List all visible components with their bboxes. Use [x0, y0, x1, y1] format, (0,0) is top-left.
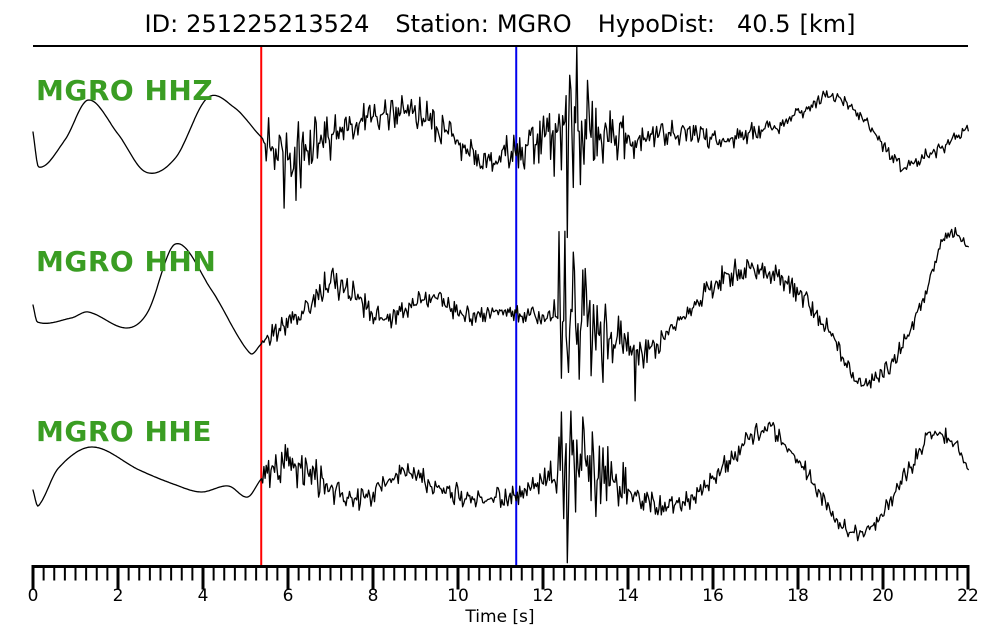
x-tick-label: 16 [702, 586, 724, 606]
id-value: 251225213524 [186, 10, 370, 38]
figure-title: ID: 251225213524 Station: MGRO HypoDist: 40.5… [0, 9, 1000, 39]
x-tick-label: 18 [787, 586, 809, 606]
hypodist-value: 40.5 [737, 10, 791, 38]
x-tick-label: 8 [367, 586, 379, 606]
channel-label-hhn: MGRO HHN [36, 245, 217, 278]
channel-label-hhz: MGRO HHZ [36, 74, 214, 107]
hypodist-unit: [km] [799, 10, 856, 38]
waveform-trace-hhn [32, 226, 969, 402]
channel-label-hhe: MGRO HHE [36, 415, 212, 448]
waveform-trace-hhe [32, 410, 969, 564]
id-label: ID: [144, 10, 179, 38]
hypodist-label: HypoDist: [597, 10, 716, 38]
title-hypodist-group: HypoDist: 40.5 [km] [598, 10, 856, 38]
x-tick-label: 6 [282, 586, 294, 606]
x-tick-label: 10 [447, 586, 469, 606]
x-tick-label: 14 [617, 586, 639, 606]
x-axis-title: Time [s] [465, 607, 535, 627]
x-tick-label: 4 [197, 586, 209, 606]
station-label: Station: [395, 10, 489, 38]
x-tick-label: 2 [112, 586, 124, 606]
x-tick-label: 20 [872, 586, 894, 606]
title-id-group: ID: 251225213524 [145, 10, 370, 38]
waveform-trace-hhz [32, 45, 969, 239]
station-value: MGRO [496, 10, 572, 38]
x-tick-label: 22 [957, 586, 979, 606]
x-tick-label: 0 [27, 586, 39, 606]
title-station-group: Station: MGRO [395, 10, 571, 38]
x-tick-label: 12 [532, 586, 554, 606]
